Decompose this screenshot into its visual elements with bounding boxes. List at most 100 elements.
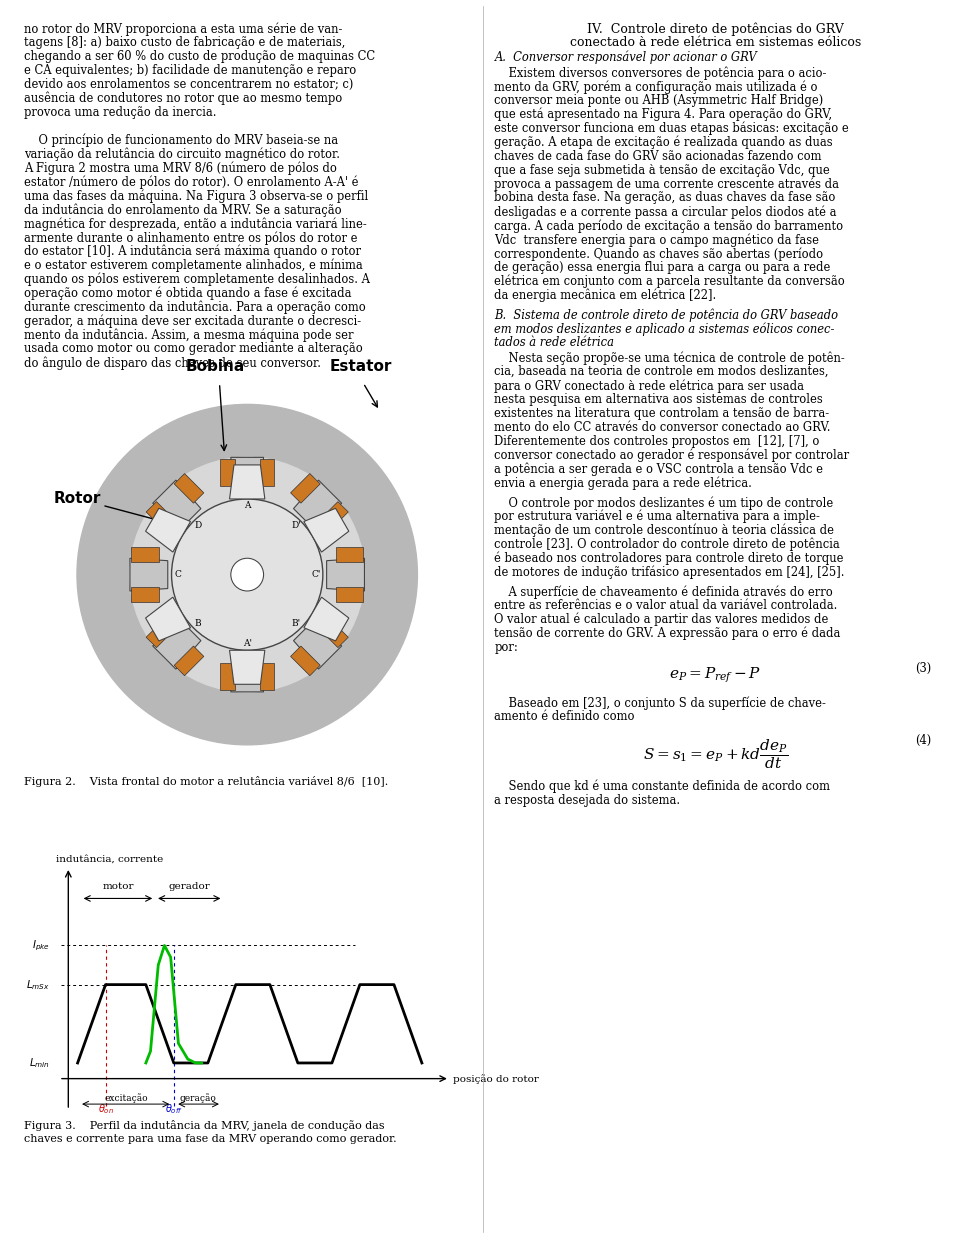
Text: D': D' — [291, 522, 301, 530]
Text: nesta pesquisa em alternativa aos sistemas de controles: nesta pesquisa em alternativa aos sistem… — [494, 392, 823, 406]
Polygon shape — [153, 621, 201, 669]
Text: para o GRV conectado à rede elétrica para ser usada: para o GRV conectado à rede elétrica par… — [494, 379, 804, 392]
Text: D: D — [195, 522, 202, 530]
Text: tados à rede elétrica: tados à rede elétrica — [494, 337, 614, 349]
Text: O controle por modos deslizantes é um tipo de controle: O controle por modos deslizantes é um ti… — [494, 496, 833, 509]
Circle shape — [172, 499, 323, 651]
Text: B': B' — [292, 620, 300, 628]
Polygon shape — [230, 457, 264, 496]
Text: geração. A etapa de excitação é realizada quando as duas: geração. A etapa de excitação é realizad… — [494, 135, 833, 149]
Text: $L_{min}$: $L_{min}$ — [29, 1056, 50, 1069]
Circle shape — [130, 457, 365, 692]
Text: Estator: Estator — [329, 359, 392, 374]
Text: a potência a ser gerada e o VSC controla a tensão Vdc e: a potência a ser gerada e o VSC controla… — [494, 462, 824, 476]
Text: uma das fases da máquina. Na Figura 3 observa-se o perfil: uma das fases da máquina. Na Figura 3 ob… — [24, 189, 369, 202]
Text: $L_{mSx}$: $L_{mSx}$ — [26, 977, 50, 991]
Text: carga. A cada período de excitação a tensão do barramento: carga. A cada período de excitação a ten… — [494, 219, 844, 232]
Text: amento é definido como: amento é definido como — [494, 710, 635, 723]
Text: da energia mecânica em elétrica [22].: da energia mecânica em elétrica [22]. — [494, 288, 717, 302]
Text: $\theta_{off}$: $\theta_{off}$ — [165, 1102, 182, 1115]
Text: conversor conectado ao gerador é responsável por controlar: conversor conectado ao gerador é respons… — [494, 448, 850, 462]
Text: a resposta desejada do sistema.: a resposta desejada do sistema. — [494, 794, 681, 807]
Text: Existem diversos conversores de potência para o acio-: Existem diversos conversores de potência… — [494, 66, 827, 79]
Text: geração: geração — [180, 1093, 216, 1103]
Text: tagens [8]: a) baixo custo de fabricação e de materiais,: tagens [8]: a) baixo custo de fabricação… — [24, 36, 346, 50]
Text: conversor meia ponte ou AHB (Asymmetric Half Bridge): conversor meia ponte ou AHB (Asymmetric … — [494, 94, 824, 107]
Text: Sendo que kd é uma constante definida de acordo com: Sendo que kd é uma constante definida de… — [494, 780, 830, 794]
Text: bobina desta fase. Na geração, as duas chaves da fase são: bobina desta fase. Na geração, as duas c… — [494, 191, 836, 205]
Polygon shape — [146, 619, 176, 647]
Text: chaves de cada fase do GRV são acionadas fazendo com: chaves de cada fase do GRV são acionadas… — [494, 149, 822, 163]
Text: e o estator estiverem completamente alinhados, e mínima: e o estator estiverem completamente alin… — [24, 258, 363, 272]
Polygon shape — [229, 651, 265, 684]
Polygon shape — [153, 481, 201, 528]
Text: mento da indutância. Assim, a mesma máquina pode ser: mento da indutância. Assim, a mesma máqu… — [24, 328, 353, 342]
Polygon shape — [174, 473, 204, 503]
Polygon shape — [291, 473, 321, 503]
Text: Figura 3.    Perfil da indutância da MRV, janela de condução das: Figura 3. Perfil da indutância da MRV, j… — [24, 1120, 385, 1131]
Text: armente durante o alinhamento entre os pólos do rotor e: armente durante o alinhamento entre os p… — [24, 231, 357, 245]
Text: O valor atual é calculado a partir das valores medidos de: O valor atual é calculado a partir das v… — [494, 612, 828, 626]
Polygon shape — [220, 663, 234, 691]
Text: (3): (3) — [915, 662, 931, 674]
Text: do ângulo de disparo das chaves do seu conversor.: do ângulo de disparo das chaves do seu c… — [24, 356, 321, 370]
Text: de motores de indução trifásico apresentados em [24], [25].: de motores de indução trifásico apresent… — [494, 565, 845, 579]
Text: chaves e corrente para uma fase da MRV operando como gerador.: chaves e corrente para uma fase da MRV o… — [24, 1134, 396, 1144]
Text: Rotor: Rotor — [54, 492, 101, 507]
Polygon shape — [229, 465, 265, 499]
Text: que está apresentado na Figura 4. Para operação do GRV,: que está apresentado na Figura 4. Para o… — [494, 108, 832, 122]
Text: correspondente. Quando as chaves são abertas (período: correspondente. Quando as chaves são abe… — [494, 247, 824, 261]
Text: A Figura 2 mostra uma MRV 8/6 (número de pólos do: A Figura 2 mostra uma MRV 8/6 (número de… — [24, 161, 337, 175]
Polygon shape — [220, 458, 234, 486]
Text: mento da GRV, porém a configuração mais utilizada é o: mento da GRV, porém a configuração mais … — [494, 79, 818, 93]
Text: B.  Sistema de controle direto de potência do GRV baseado: B. Sistema de controle direto de potênci… — [494, 308, 838, 322]
Text: e CA equivalentes; b) facilidade de manutenção e reparo: e CA equivalentes; b) facilidade de manu… — [24, 65, 356, 77]
Polygon shape — [230, 655, 264, 692]
Polygon shape — [304, 508, 348, 553]
Polygon shape — [319, 502, 348, 532]
Polygon shape — [294, 621, 342, 669]
Text: variação da relutância do circuito magnético do rotor.: variação da relutância do circuito magné… — [24, 148, 340, 161]
Circle shape — [230, 558, 264, 591]
Text: operação como motor é obtida quando a fase é excitada: operação como motor é obtida quando a fa… — [24, 287, 351, 301]
Text: mento do elo CC através do conversor conectado ao GRV.: mento do elo CC através do conversor con… — [494, 421, 831, 433]
Text: devido aos enrolamentos se concentrarem no estator; c): devido aos enrolamentos se concentrarem … — [24, 78, 353, 91]
Text: chegando a ser 60 % do custo de produção de maquinas CC: chegando a ser 60 % do custo de produção… — [24, 50, 375, 63]
Text: gerador, a máquina deve ser excitada durante o decresci-: gerador, a máquina deve ser excitada dur… — [24, 314, 361, 328]
Text: entre as referências e o valor atual da variável controlada.: entre as referências e o valor atual da … — [494, 599, 838, 612]
Polygon shape — [132, 587, 158, 602]
Text: (4): (4) — [915, 734, 931, 748]
Polygon shape — [291, 646, 321, 676]
Polygon shape — [294, 481, 342, 528]
Text: quando os pólos estiverem completamente desalinhados. A: quando os pólos estiverem completamente … — [24, 273, 370, 286]
Text: envia a energia gerada para a rede elétrica.: envia a energia gerada para a rede elétr… — [494, 477, 753, 491]
Text: C': C' — [312, 570, 322, 579]
Polygon shape — [130, 558, 168, 591]
Text: desligadas e a corrente passa a circular pelos diodos até a: desligadas e a corrente passa a circular… — [494, 205, 837, 219]
Text: do estator [10]. A indutância será máxima quando o rotor: do estator [10]. A indutância será máxim… — [24, 245, 361, 258]
Text: usada como motor ou como gerador mediante a alteração: usada como motor ou como gerador mediant… — [24, 343, 363, 355]
Text: que a fase seja submetida à tensão de excitação Vdc, que: que a fase seja submetida à tensão de ex… — [494, 164, 830, 176]
Text: Figura 2.    Vista frontal do motor a relutância variável 8/6  [10].: Figura 2. Vista frontal do motor a relut… — [24, 776, 388, 787]
Text: ausência de condutores no rotor que ao mesmo tempo: ausência de condutores no rotor que ao m… — [24, 92, 343, 106]
Text: é baseado nos controladores para controle direto de torque: é baseado nos controladores para control… — [494, 551, 844, 565]
Circle shape — [77, 405, 418, 745]
Text: IV.  Controle direto de potências do GRV: IV. Controle direto de potências do GRV — [587, 22, 844, 36]
Text: A.  Conversor responsável por acionar o GRV: A. Conversor responsável por acionar o G… — [494, 51, 757, 65]
Polygon shape — [304, 597, 348, 641]
Polygon shape — [132, 548, 158, 563]
Text: no rotor do MRV proporciona a esta uma série de van-: no rotor do MRV proporciona a esta uma s… — [24, 22, 343, 36]
Polygon shape — [260, 663, 275, 691]
Text: $\theta_{on}$: $\theta_{on}$ — [98, 1102, 113, 1115]
Text: indutância, corrente: indutância, corrente — [56, 854, 163, 863]
Text: C: C — [175, 570, 181, 579]
Text: Diferentemente dos controles propostos em  [12], [7], o: Diferentemente dos controles propostos e… — [494, 435, 820, 448]
Text: estator /número de pólos do rotor). O enrolamento A-A' é: estator /número de pólos do rotor). O en… — [24, 175, 358, 189]
Text: O princípio de funcionamento do MRV baseia-se na: O princípio de funcionamento do MRV base… — [24, 134, 338, 147]
Text: em modos deslizantes e aplicado a sistemas eólicos conec-: em modos deslizantes e aplicado a sistem… — [494, 322, 835, 335]
Text: mentação de um controle descontínuo à teoria clássica de: mentação de um controle descontínuo à te… — [494, 524, 834, 538]
Text: tensão de corrente do GRV. A expressão para o erro é dada: tensão de corrente do GRV. A expressão p… — [494, 627, 841, 641]
Text: magnética for desprezada, então a indutância variará line-: magnética for desprezada, então a indutâ… — [24, 217, 367, 231]
Text: da indutância do enrolamento da MRV. Se a saturação: da indutância do enrolamento da MRV. Se … — [24, 204, 342, 216]
Polygon shape — [146, 508, 190, 553]
